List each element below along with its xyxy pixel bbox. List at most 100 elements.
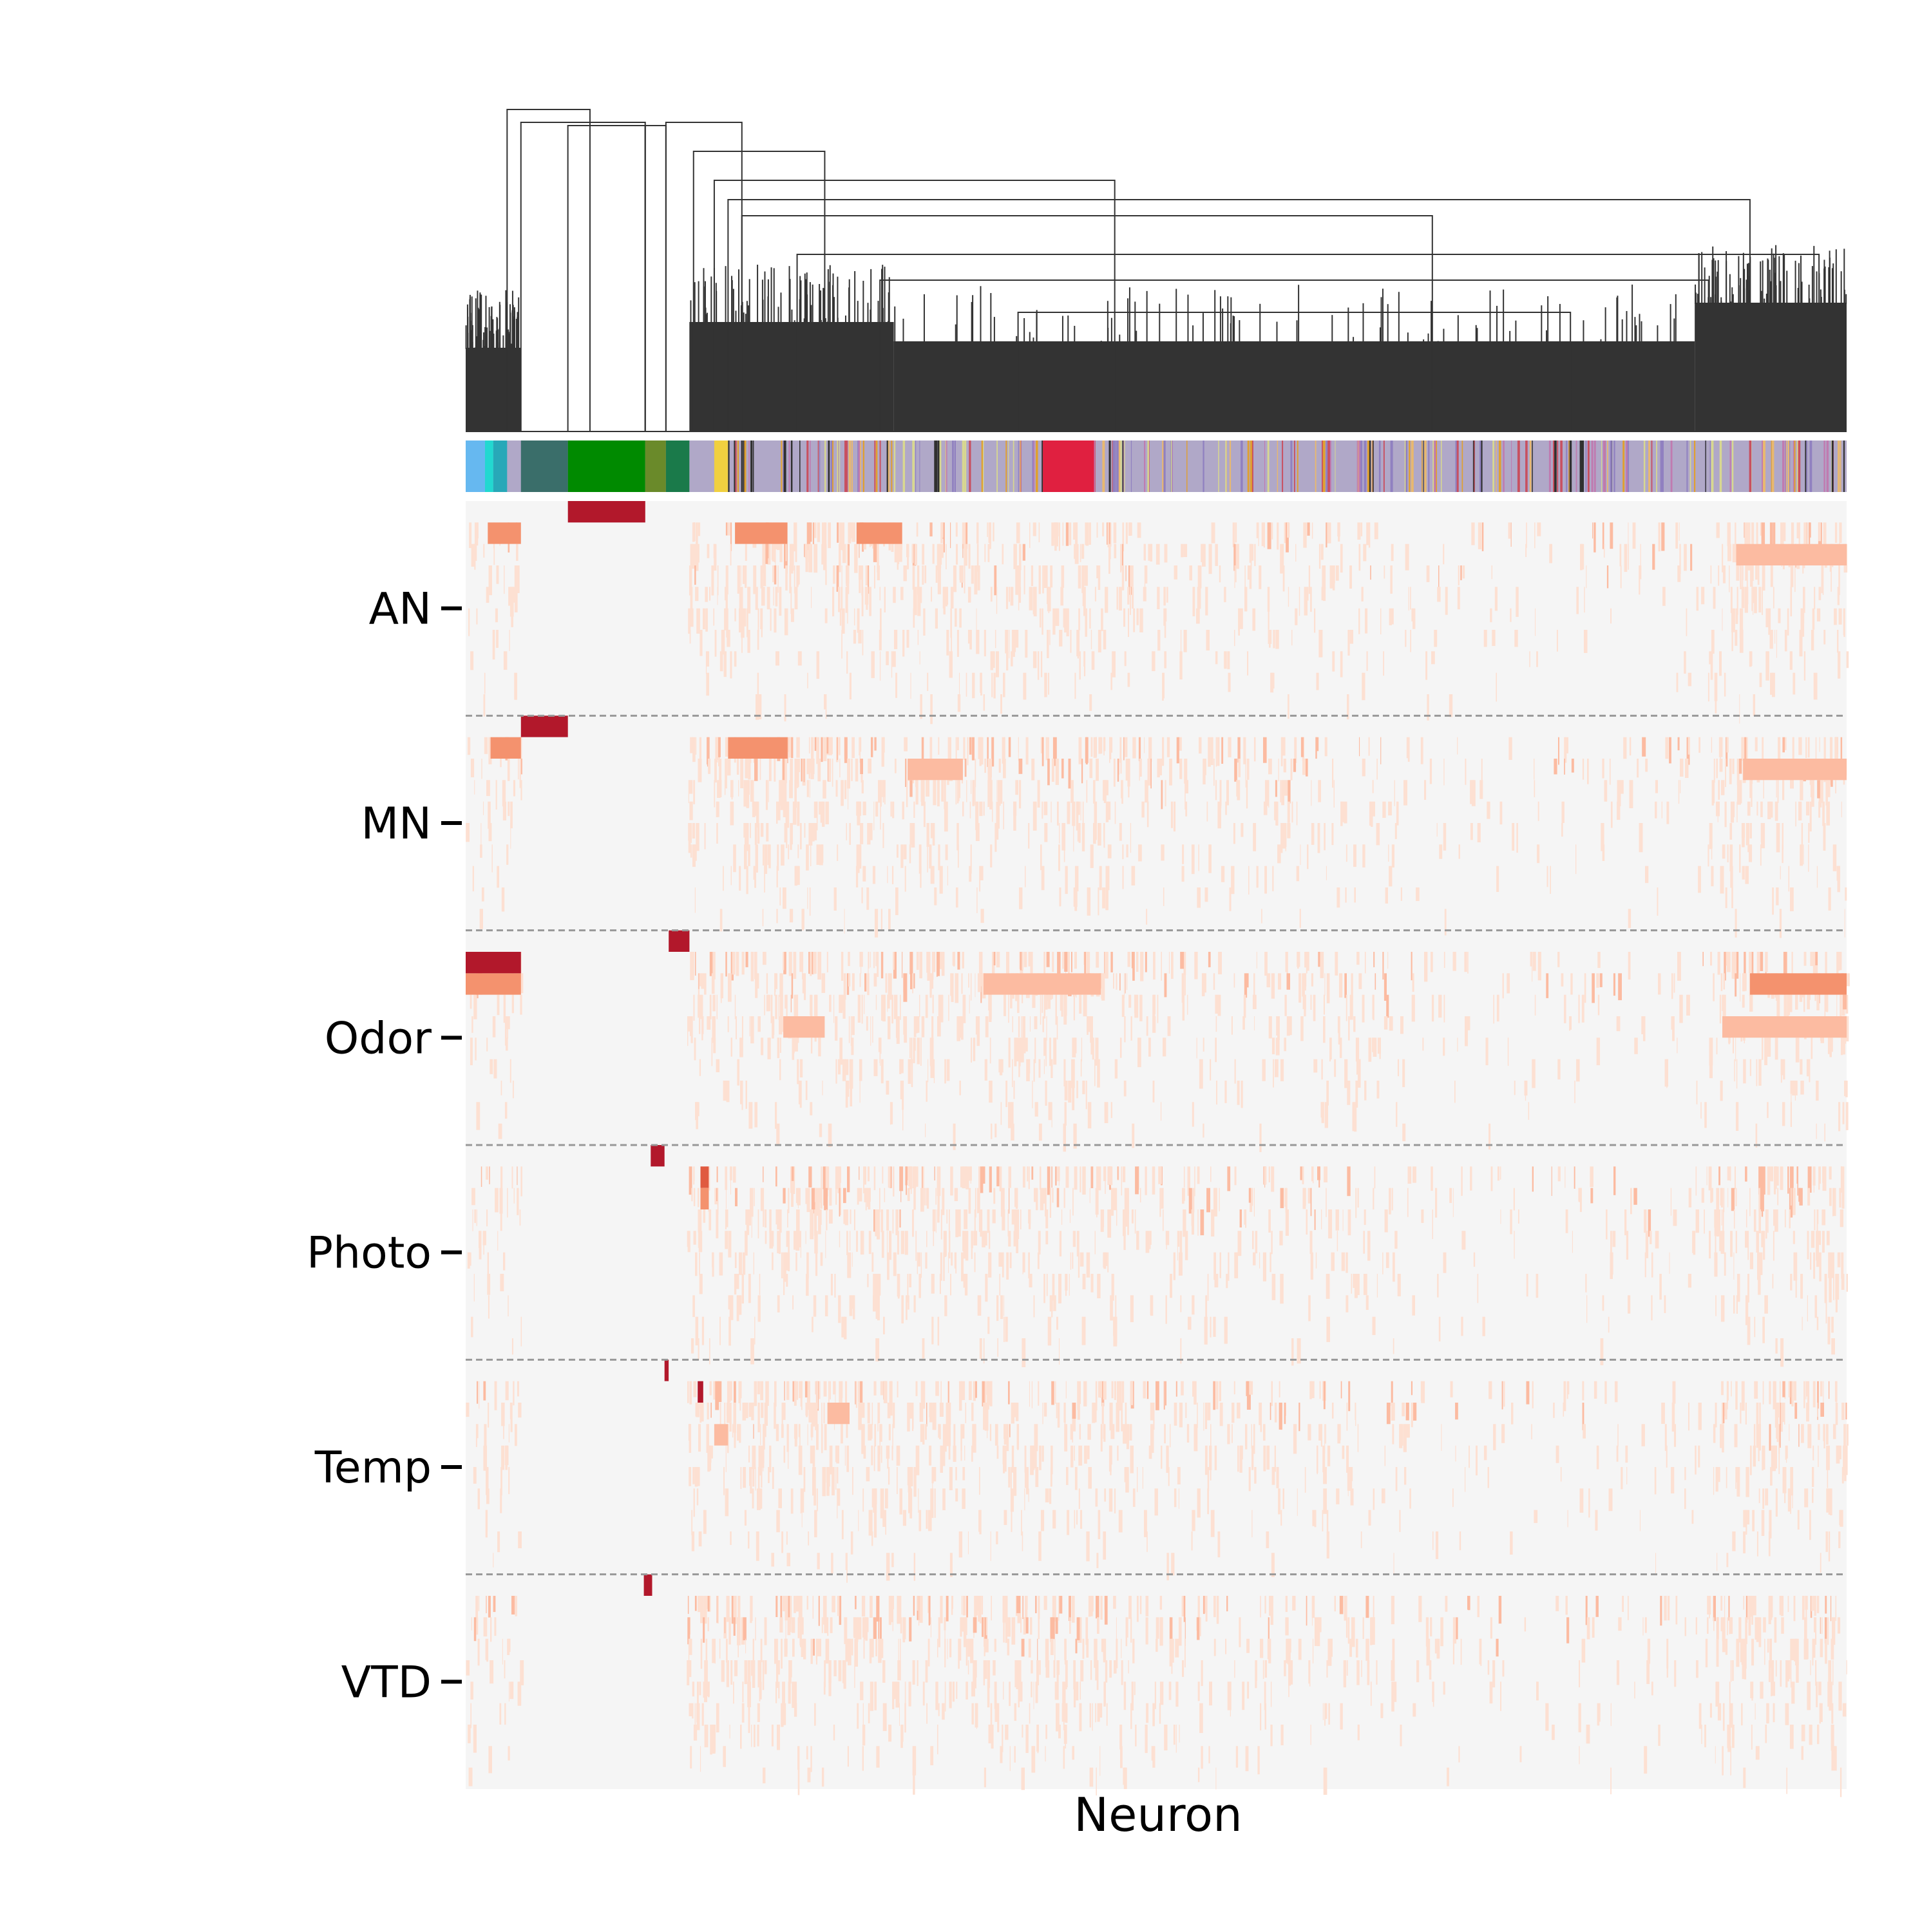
heatmap-cell — [1481, 759, 1483, 781]
heatmap-cell — [825, 801, 829, 824]
heatmap-cell — [700, 1231, 701, 1252]
heatmap-cell — [1036, 1188, 1038, 1211]
heatmap-cell — [1739, 844, 1741, 873]
heatmap-cell — [1747, 1274, 1749, 1303]
heatmap-cell — [1227, 651, 1230, 670]
heatmap-cell — [976, 522, 979, 544]
heatmap-cell — [919, 994, 920, 1018]
heatmap-cell — [1184, 1231, 1188, 1260]
heatmap-cell — [765, 780, 768, 810]
heatmap-cell — [1185, 780, 1188, 793]
heatmap-cell — [1609, 759, 1611, 785]
color-bar-stripe — [783, 440, 786, 492]
heatmap-cell — [790, 994, 792, 1012]
heatmap-cell — [1161, 952, 1162, 981]
heatmap-cell — [1354, 887, 1356, 903]
heatmap-cell — [1132, 1488, 1136, 1507]
heatmap-cell — [846, 1231, 848, 1255]
heatmap-cell — [1016, 522, 1020, 544]
heatmap-cell — [1812, 1445, 1814, 1461]
heatmap-cell — [1840, 1166, 1845, 1193]
heatmap-cell — [1659, 1274, 1662, 1300]
heatmap-cell — [996, 801, 1000, 829]
heatmap-cell — [1392, 1424, 1394, 1444]
heatmap-cell — [946, 630, 949, 656]
heatmap-cell — [496, 630, 499, 648]
heatmap-cell — [912, 1403, 914, 1432]
heatmap-cell — [503, 994, 506, 1023]
heatmap-cell — [866, 587, 868, 610]
heatmap-cell — [842, 994, 843, 1010]
heatmap-cell — [1707, 844, 1709, 867]
heatmap-cell — [1822, 1209, 1826, 1226]
heatmap-cell — [1002, 544, 1004, 565]
heatmap-cell — [1122, 1166, 1126, 1182]
heatmap-cell — [1400, 1016, 1403, 1034]
heatmap-cell — [785, 565, 788, 591]
heatmap-cell — [740, 759, 744, 788]
heatmap-cell — [962, 952, 964, 969]
heatmap-cell — [1780, 866, 1781, 880]
heatmap-cell — [1616, 1445, 1619, 1462]
heatmap-cell — [699, 1403, 701, 1422]
color-bar-segment — [645, 440, 666, 492]
heatmap-cell — [756, 973, 759, 989]
heatmap-cell — [975, 759, 976, 788]
heatmap-cell — [1733, 801, 1735, 817]
heatmap-cell — [1130, 587, 1131, 615]
heatmap-cell — [1224, 587, 1226, 603]
heatmap-cell — [1333, 780, 1335, 808]
heatmap-cell — [956, 823, 959, 851]
heatmap-cell — [1816, 866, 1818, 888]
heatmap-cell — [1161, 780, 1163, 810]
heatmap-cell — [1758, 1209, 1761, 1233]
heatmap-cell — [1444, 909, 1447, 936]
heatmap-cell — [1165, 1231, 1170, 1245]
heatmap-cell — [1056, 522, 1059, 536]
heatmap-cell — [1822, 565, 1824, 595]
color-bar-stripe — [1367, 440, 1370, 492]
heatmap-cell — [1086, 1252, 1090, 1278]
heatmap-cell — [1806, 522, 1808, 551]
heatmap-cell — [1384, 1209, 1388, 1233]
heatmap-cell — [1267, 587, 1270, 612]
heatmap-cell — [942, 1488, 946, 1511]
heatmap-cell — [1557, 630, 1558, 652]
heatmap-cell — [1254, 1467, 1257, 1484]
heatmap-cell — [1811, 1037, 1813, 1059]
heatmap-cell — [1273, 630, 1275, 649]
heatmap-cell — [920, 694, 922, 719]
color-bar-stripe — [735, 440, 737, 492]
heatmap-cell — [709, 1209, 712, 1231]
heatmap-cell — [515, 565, 520, 593]
heatmap-cell — [1801, 823, 1803, 849]
heatmap-cell — [1214, 1274, 1219, 1288]
heatmap-cell — [1718, 1166, 1720, 1186]
heatmap-cell — [932, 952, 936, 972]
heatmap-cell — [1125, 737, 1128, 757]
heatmap-cell — [1056, 1016, 1058, 1040]
heatmap-cell — [1131, 1209, 1134, 1224]
heatmap-cell — [709, 1445, 713, 1459]
heatmap-cell — [1845, 887, 1847, 901]
heatmap-cell — [779, 1016, 783, 1035]
heatmap-cell — [1051, 759, 1054, 782]
heatmap-cell — [1237, 544, 1239, 569]
heatmap-cell — [900, 994, 901, 1020]
heatmap-cell — [1077, 1381, 1081, 1405]
heatmap-cell — [962, 801, 964, 817]
heatmap-cell — [962, 544, 964, 558]
heatmap-cell — [1710, 651, 1713, 680]
heatmap-cell — [1786, 1445, 1788, 1459]
heatmap-cell — [1405, 630, 1407, 647]
heatmap-cell — [1765, 608, 1769, 627]
heatmap-cell — [1339, 1037, 1342, 1058]
heatmap-cell — [811, 1188, 815, 1214]
heatmap-cell — [920, 1381, 922, 1403]
heatmap-cell — [693, 1188, 696, 1206]
heatmap-cell — [982, 1381, 985, 1406]
heatmap-cell — [1078, 823, 1081, 843]
color-bar-stripe — [1093, 440, 1095, 492]
heatmap-cell — [1085, 522, 1087, 545]
heatmap-cell — [500, 1274, 504, 1292]
